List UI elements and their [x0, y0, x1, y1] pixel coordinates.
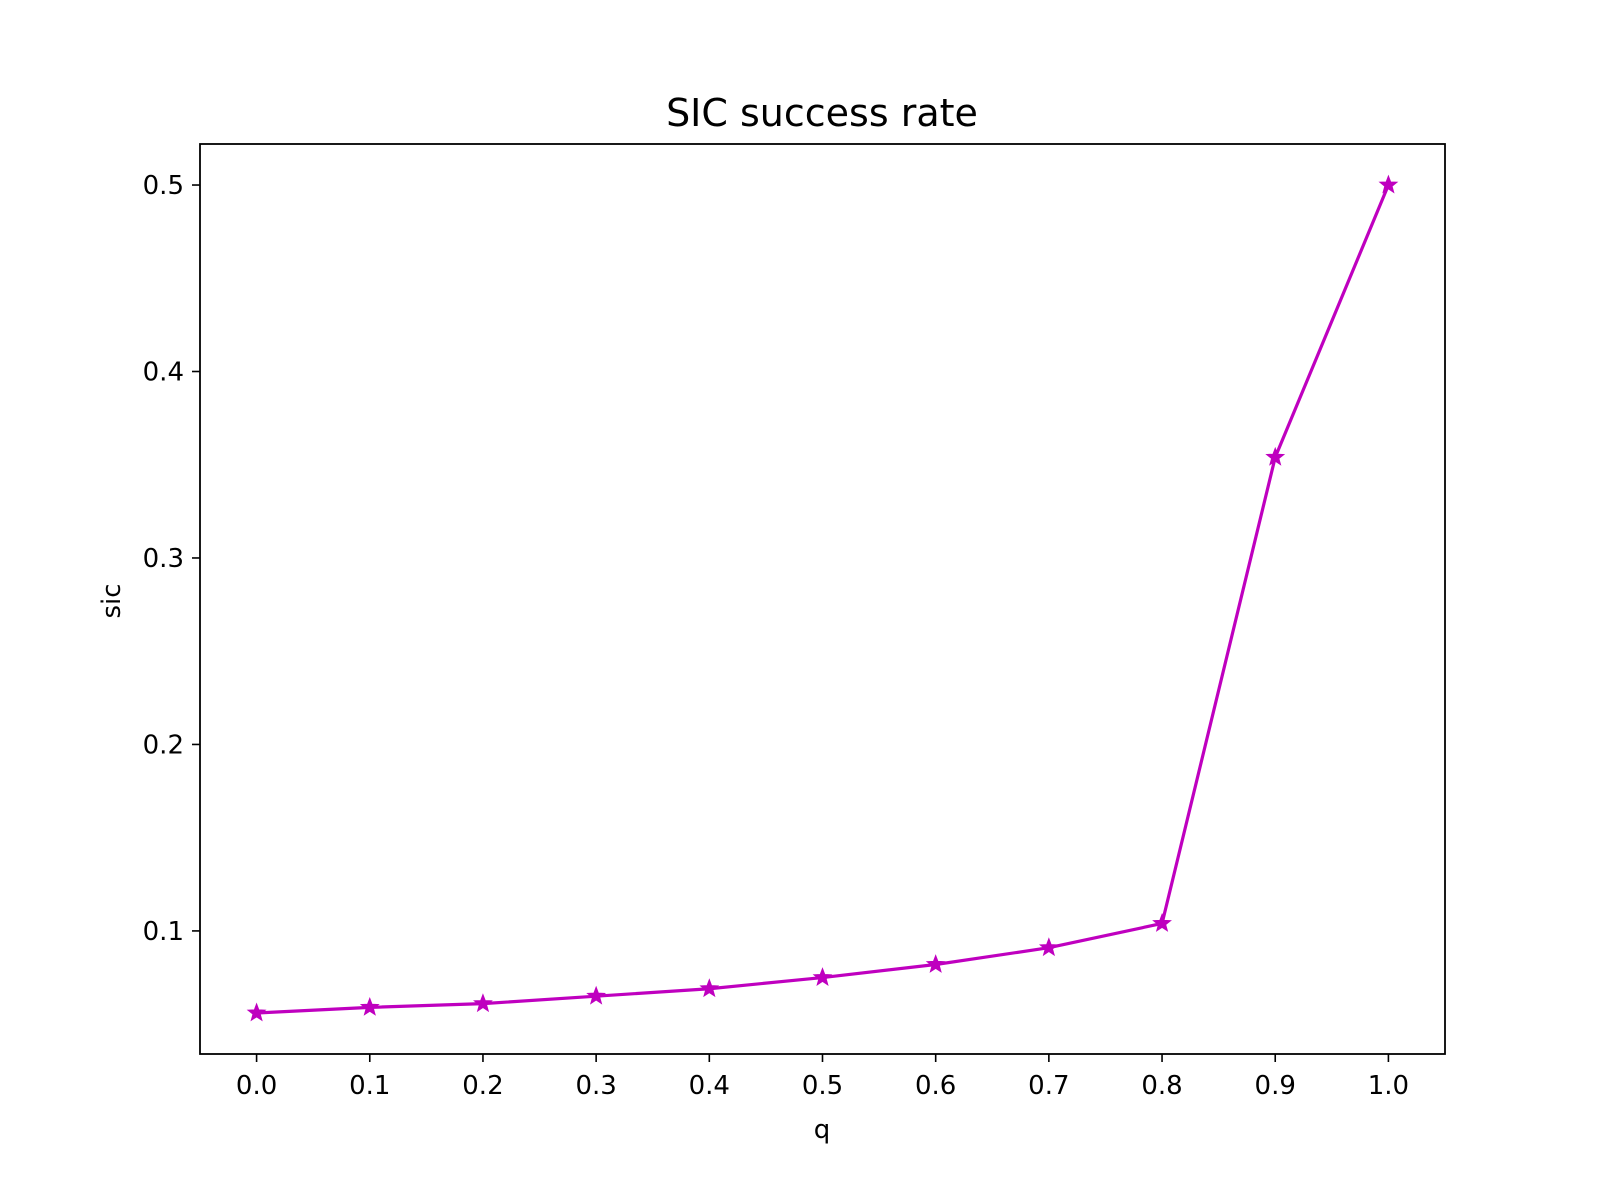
data-point-star [699, 978, 720, 998]
plot-area [199, 143, 1446, 1055]
x-tick-label: 0.7 [1028, 1071, 1069, 1101]
y-axis: 0.1 0.2 0.3 0.4 0.5 [143, 171, 200, 947]
x-axis: 0.0 0.1 0.2 0.3 0.4 0.5 0.6 0.7 0.8 0.9 1.0 [236, 1054, 1409, 1101]
y-axis-label: sic [97, 583, 127, 618]
chart-title: SIC success rate [666, 91, 978, 135]
x-axis-label: q [814, 1115, 831, 1145]
y-tick-label: 0.1 [143, 917, 184, 947]
data-point-star [246, 1002, 267, 1022]
x-tick-label: 0.1 [349, 1071, 390, 1101]
y-tick-label: 0.5 [143, 171, 184, 201]
y-tick-label: 0.4 [143, 358, 184, 388]
data-point-star [586, 985, 607, 1005]
series-layer [246, 174, 1399, 1022]
y-tick-label: 0.3 [143, 544, 184, 574]
data-point-star [1038, 937, 1059, 957]
x-tick-label: 0.8 [1141, 1071, 1182, 1101]
data-point-star [1152, 913, 1172, 932]
x-tick-label: 0.0 [236, 1071, 277, 1101]
data-point-star [1378, 174, 1399, 194]
data-point-star [1265, 446, 1286, 466]
x-tick-label: 0.5 [802, 1071, 843, 1101]
x-tick-label: 0.4 [689, 1071, 730, 1101]
x-tick-label: 0.3 [575, 1071, 616, 1101]
x-tick-label: 1.0 [1368, 1071, 1409, 1101]
x-tick-label: 0.6 [915, 1071, 956, 1101]
data-point-star [812, 967, 833, 986]
data-point-star [359, 996, 380, 1016]
data-point-star [925, 954, 946, 973]
y-tick-label: 0.2 [143, 730, 184, 760]
x-tick-label: 0.2 [462, 1071, 503, 1101]
x-tick-label: 0.9 [1255, 1071, 1296, 1101]
data-point-star [473, 993, 493, 1013]
